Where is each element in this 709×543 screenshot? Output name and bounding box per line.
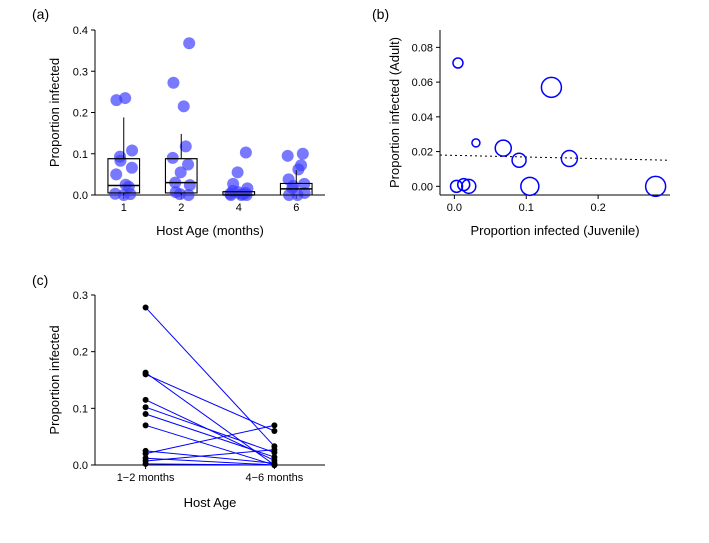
svg-text:Proportion infected (Adult): Proportion infected (Adult): [387, 37, 402, 188]
svg-text:4: 4: [236, 202, 242, 214]
svg-text:Proportion infected: Proportion infected: [47, 325, 62, 434]
svg-text:Proportion infected: Proportion infected: [47, 58, 62, 167]
svg-text:1−2 months: 1−2 months: [117, 472, 175, 484]
svg-text:6: 6: [293, 202, 299, 214]
svg-text:0.00: 0.00: [412, 181, 433, 193]
svg-text:0.4: 0.4: [73, 25, 88, 37]
svg-text:0.0: 0.0: [73, 190, 88, 202]
svg-text:0.1: 0.1: [519, 202, 534, 214]
figure: (a) 0.00.10.20.30.41246Host Age (months)…: [0, 0, 709, 543]
svg-text:0.3: 0.3: [73, 290, 88, 302]
svg-text:4−6 months: 4−6 months: [246, 472, 304, 484]
svg-text:Host Age: Host Age: [184, 495, 237, 510]
svg-text:0.2: 0.2: [73, 347, 88, 359]
svg-text:1: 1: [121, 202, 127, 214]
svg-text:0.06: 0.06: [412, 77, 433, 89]
panel-a-boxplot: 0.0 0.1 0.2 0.3 0.4 1 2 4 6 Host Age (months) Prop…: [45, 20, 335, 240]
svg-text:2: 2: [178, 202, 184, 214]
svg-text:0.08: 0.08: [412, 42, 433, 54]
svg-text:Host Age (months): Host Age (months): [156, 223, 264, 238]
svg-text:0.2: 0.2: [590, 202, 605, 214]
svg-text:0.04: 0.04: [412, 112, 433, 124]
panel-b-scatter: 0.00 0.02 0.04 0.06 0.08 0.0 0.1 0.2 Proportion …: [385, 20, 685, 240]
svg-text:0.0: 0.0: [447, 202, 462, 214]
svg-text:Proportion infected (Juvenile): Proportion infected (Juvenile): [470, 223, 639, 238]
svg-text:0.3: 0.3: [73, 66, 88, 78]
panel-c-paired: 0.0 0.1 0.2 0.3 1−2 months 4−6 months Host Age…: [45, 285, 335, 515]
svg-text:0.0: 0.0: [73, 460, 88, 472]
svg-text:0.02: 0.02: [412, 147, 433, 159]
svg-text:0.2: 0.2: [73, 108, 88, 120]
svg-text:0.1: 0.1: [73, 403, 88, 415]
svg-text:0.1: 0.1: [73, 149, 88, 161]
